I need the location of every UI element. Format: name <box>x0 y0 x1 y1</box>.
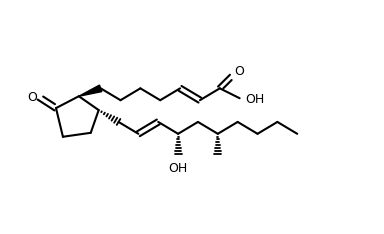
Text: O: O <box>235 65 245 78</box>
Polygon shape <box>79 85 102 96</box>
Text: OH: OH <box>246 93 265 106</box>
Text: OH: OH <box>169 162 188 176</box>
Text: O: O <box>27 91 37 104</box>
